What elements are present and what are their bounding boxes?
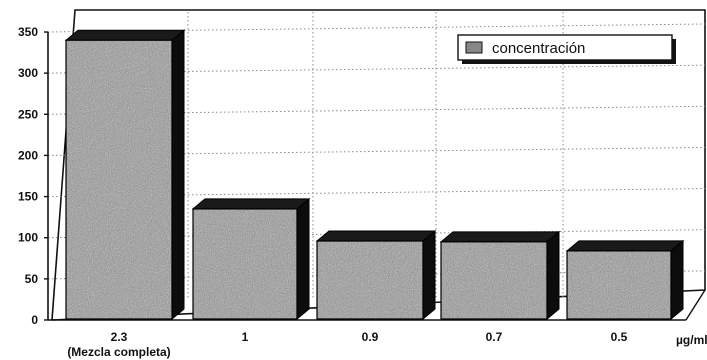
gridline xyxy=(47,105,706,115)
bar-side xyxy=(546,230,560,321)
bar-top xyxy=(191,198,311,210)
x-unit-label: µg/ml xyxy=(676,333,707,347)
bar xyxy=(64,29,186,321)
y-tick-label: 350 xyxy=(18,25,38,39)
y-tick-label: 250 xyxy=(18,107,38,121)
bar-side xyxy=(171,29,185,321)
y-tick-label: 50 xyxy=(25,272,39,286)
bar-side xyxy=(670,239,684,321)
gridline xyxy=(47,23,706,33)
gridline xyxy=(47,146,706,156)
bar-top xyxy=(315,230,437,242)
x-tick-label: 0.9 xyxy=(362,330,379,344)
bar-texture xyxy=(67,41,171,318)
legend-box xyxy=(457,34,673,61)
y-tick-label: 300 xyxy=(18,66,38,80)
bar-top xyxy=(439,231,561,243)
y-tick-label: 0 xyxy=(31,313,38,327)
gridline xyxy=(47,188,706,198)
x-tick-label: 0.7 xyxy=(486,330,503,344)
bar-texture xyxy=(442,242,546,318)
bar xyxy=(565,239,685,321)
bar xyxy=(315,229,437,321)
bars xyxy=(64,29,685,321)
y-tick-label: 200 xyxy=(18,148,38,162)
x-axis-labels: 2.3(Mezcla completa) 1 0.9 0.7 0.5 xyxy=(67,330,627,359)
bar-texture xyxy=(194,209,296,318)
bar-side xyxy=(296,197,310,321)
legend-label: concentración xyxy=(492,40,585,57)
bar-top xyxy=(64,29,186,41)
bar-texture xyxy=(318,242,422,318)
bar xyxy=(191,197,311,321)
x-tick-label: 0.5 xyxy=(611,330,628,344)
bar xyxy=(439,230,561,321)
bar-top xyxy=(565,240,685,252)
floor-right-edge xyxy=(685,289,706,321)
y-axis: 0 50 100 150 200 250 300 350 xyxy=(18,25,49,327)
bar-texture xyxy=(568,251,670,318)
gridline xyxy=(47,64,706,74)
y-tick-label: 100 xyxy=(18,231,38,245)
x-tick-label: 2.3 xyxy=(111,330,128,344)
legend: concentración xyxy=(457,34,676,64)
legend-swatch xyxy=(465,41,483,54)
bar-side xyxy=(422,229,436,321)
x-tick-sublabel: (Mezcla completa) xyxy=(67,345,170,359)
x-tick-label: 1 xyxy=(242,330,249,344)
y-tick-label: 150 xyxy=(18,190,38,204)
